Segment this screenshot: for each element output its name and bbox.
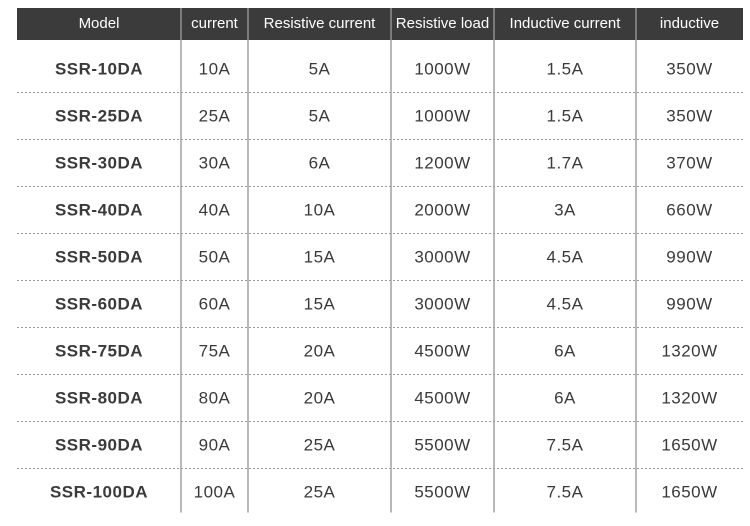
value-cell: 6A (554, 388, 576, 407)
value-cell: 370W (666, 153, 712, 172)
value-cell: 80A (199, 388, 231, 407)
header-cell: Resistive current (264, 15, 377, 32)
value-cell: 20A (304, 341, 336, 360)
value-cell: 3000W (414, 247, 470, 266)
value-cell: 25A (304, 482, 336, 501)
model-cell: SSR-40DA (55, 200, 143, 219)
value-cell: 660W (666, 200, 712, 219)
value-cell: 350W (666, 59, 712, 78)
value-cell: 60A (199, 294, 231, 313)
value-cell: 5500W (414, 482, 470, 501)
value-cell: 10A (304, 200, 336, 219)
header-cell: Resistive load (396, 15, 489, 32)
value-cell: 990W (666, 247, 712, 266)
value-cell: 5A (309, 59, 331, 78)
model-cell: SSR-50DA (55, 247, 143, 266)
value-cell: 7.5A (547, 435, 584, 454)
value-cell: 4.5A (547, 247, 584, 266)
value-cell: 6A (309, 153, 331, 172)
value-cell: 2000W (414, 200, 470, 219)
value-cell: 15A (304, 247, 336, 266)
value-cell: 90A (199, 435, 231, 454)
value-cell: 4.5A (547, 294, 584, 313)
value-cell: 1000W (414, 59, 470, 78)
value-cell: 6A (554, 341, 576, 360)
value-cell: 5A (309, 106, 331, 125)
header-cell: Model (79, 15, 120, 32)
value-cell: 5500W (414, 435, 470, 454)
value-cell: 1000W (414, 106, 470, 125)
value-cell: 990W (666, 294, 712, 313)
value-cell: 40A (199, 200, 231, 219)
value-cell: 10A (199, 59, 231, 78)
model-cell: SSR-10DA (55, 59, 143, 78)
value-cell: 1320W (661, 388, 717, 407)
value-cell: 1650W (661, 435, 717, 454)
value-cell: 4500W (414, 341, 470, 360)
value-cell: 15A (304, 294, 336, 313)
header-bar (17, 8, 743, 40)
model-cell: SSR-90DA (55, 435, 143, 454)
model-cell: SSR-75DA (55, 341, 143, 360)
value-cell: 4500W (414, 388, 470, 407)
model-cell: SSR-60DA (55, 294, 143, 313)
value-cell: 50A (199, 247, 231, 266)
value-cell: 25A (199, 106, 231, 125)
value-cell: 25A (304, 435, 336, 454)
value-cell: 7.5A (547, 482, 584, 501)
value-cell: 1.7A (547, 153, 584, 172)
value-cell: 3000W (414, 294, 470, 313)
value-cell: 20A (304, 388, 336, 407)
value-cell: 350W (666, 106, 712, 125)
model-cell: SSR-80DA (55, 388, 143, 407)
value-cell: 1320W (661, 341, 717, 360)
value-cell: 75A (199, 341, 231, 360)
value-cell: 1650W (661, 482, 717, 501)
model-cell: SSR-100DA (50, 482, 148, 501)
value-cell: 1200W (414, 153, 470, 172)
model-cell: SSR-25DA (55, 106, 143, 125)
header-cell: inductive (660, 15, 719, 32)
value-cell: 30A (199, 153, 231, 172)
header-cell: current (191, 15, 239, 32)
value-cell: 1.5A (547, 106, 584, 125)
header-cell: Inductive current (510, 15, 622, 32)
value-cell: 3A (554, 200, 576, 219)
value-cell: 1.5A (547, 59, 584, 78)
model-cell: SSR-30DA (55, 153, 143, 172)
value-cell: 100A (194, 482, 236, 501)
